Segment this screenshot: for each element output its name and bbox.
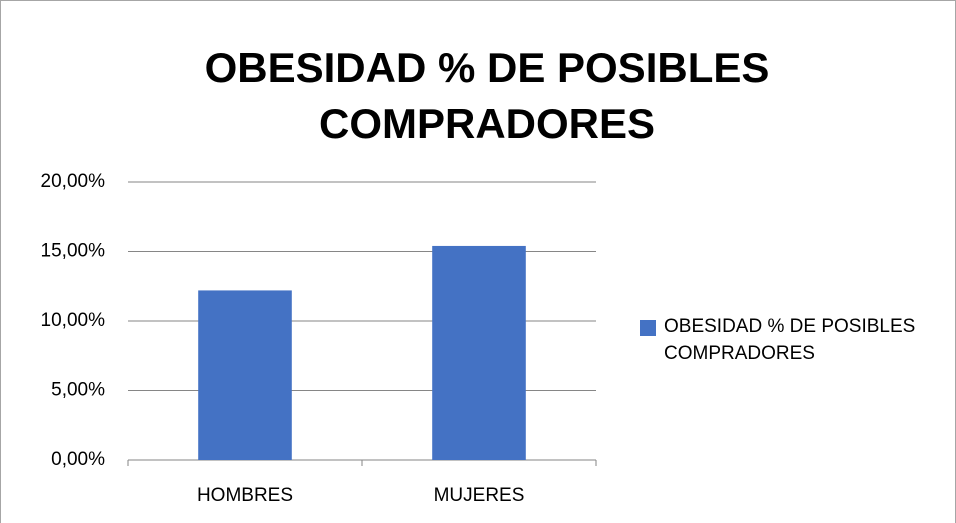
y-tick-label: 15,00% xyxy=(41,241,106,262)
bar xyxy=(198,290,292,460)
x-tick-label: HOMBRES xyxy=(197,485,293,506)
chart-title: OBESIDAD % DE POSIBLES COMPRADORES xyxy=(204,44,770,147)
y-tick-label: 0,00% xyxy=(51,449,105,470)
bar xyxy=(432,245,526,460)
y-tick-label: 10,00% xyxy=(41,310,106,331)
y-tick-label: 20,00% xyxy=(41,171,106,192)
legend-swatch xyxy=(640,320,656,336)
legend-label: OBESIDAD % DE POSIBLES COMPRADORES xyxy=(664,316,916,364)
x-tick-label: MUJERES xyxy=(434,485,525,506)
y-tick-label: 5,00% xyxy=(51,380,105,401)
